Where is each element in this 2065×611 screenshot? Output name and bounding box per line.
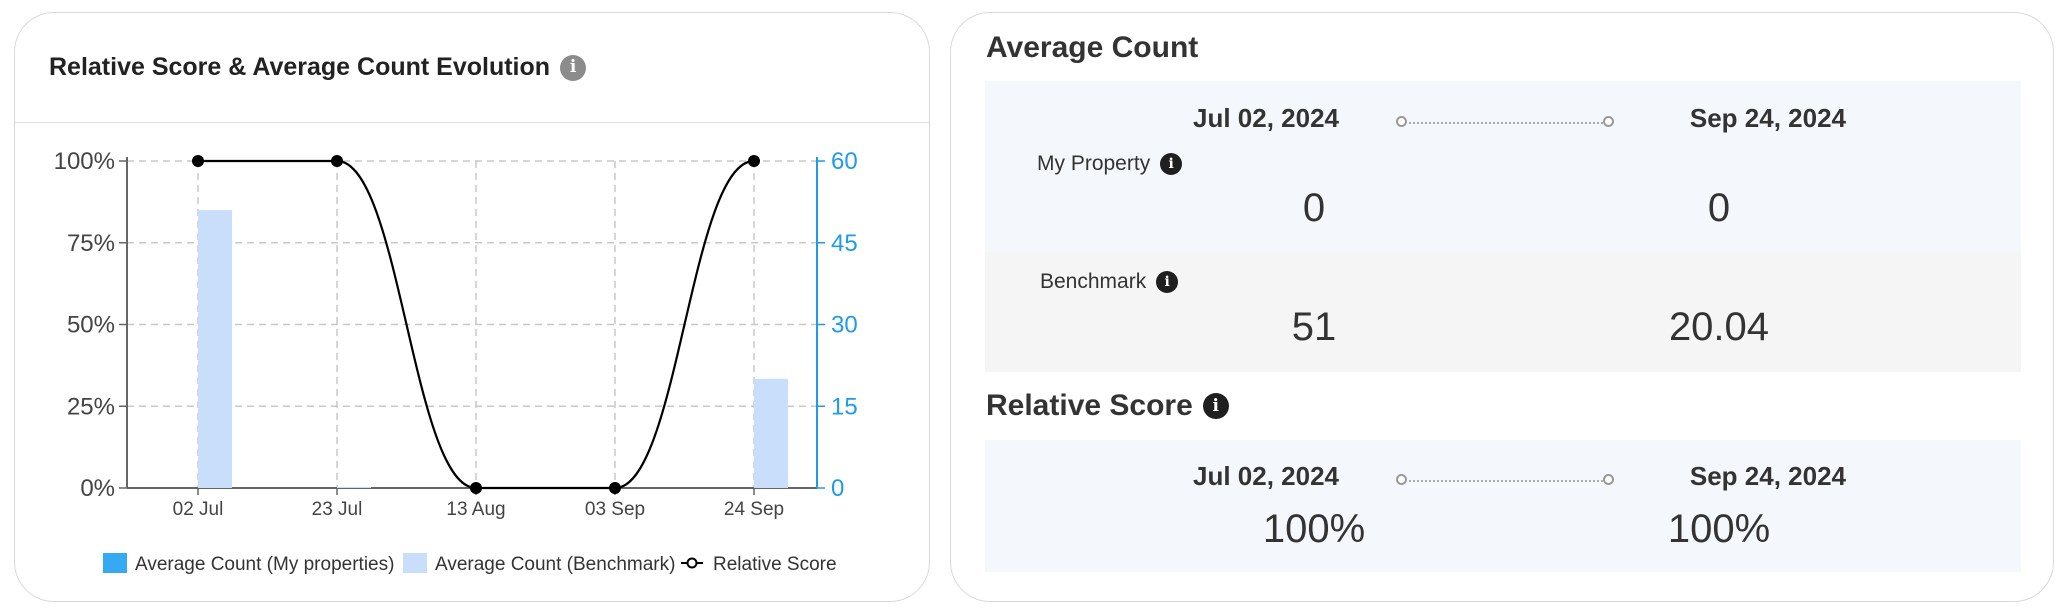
relative-score-point: [331, 155, 343, 167]
average-count-date-range: Jul 02, 2024 Sep 24, 2024: [985, 103, 2021, 139]
legend-swatch: [103, 553, 127, 573]
x-tick-label: 13 Aug: [446, 499, 505, 520]
relative-score-end-value: 100%: [1667, 507, 1771, 551]
relative-score-date-range: Jul 02, 2024 Sep 24, 2024: [985, 461, 2021, 497]
benchmark-start-value: 51: [1291, 305, 1337, 349]
legend-marker: [686, 557, 698, 569]
legend-swatch: [403, 553, 427, 573]
average-count-title: Average Count: [986, 31, 1198, 65]
y-right-tick-label: 45: [831, 230, 858, 257]
y-right-tick-label: 60: [831, 148, 858, 175]
relative-score-point: [609, 482, 621, 494]
relative-score-point: [748, 155, 760, 167]
y-left-tick-label: 0%: [80, 475, 115, 502]
info-icon[interactable]: i: [1156, 271, 1179, 293]
legend-label: Relative Score: [713, 554, 837, 575]
end-date-dot: [1603, 116, 1614, 127]
relative-score-point: [470, 482, 482, 494]
end-date: Sep 24, 2024: [1689, 461, 1846, 491]
evolution-card-header: Relative Score & Average Count Evolution…: [15, 13, 929, 123]
info-icon[interactable]: i: [1202, 393, 1229, 419]
my-property-label: My Property i: [1037, 152, 1183, 176]
y-left-tick-label: 75%: [67, 230, 115, 257]
evolution-chart: 0% 25% 50% 75% 100% 0 15 30 45 60 02 Jul 23 Jul 13 A…: [15, 124, 929, 601]
x-tick-label: 23 Jul: [312, 499, 363, 520]
legend-label: Average Count (Benchmark): [435, 554, 675, 575]
end-date: Sep 24, 2024: [1689, 103, 1846, 133]
benchmark-label-text: Benchmark: [1040, 270, 1147, 293]
x-tick-label: 03 Sep: [585, 499, 645, 520]
y-right-tick-label: 0: [831, 475, 844, 502]
evolution-card: Relative Score & Average Count Evolution…: [14, 12, 930, 602]
y-right-tick-label: 15: [831, 393, 858, 420]
x-tick-label: 24 Sep: [724, 499, 784, 520]
info-icon[interactable]: i: [1160, 153, 1183, 175]
summary-card: Average Count Jul 02, 2024 Sep 24, 2024 …: [950, 12, 2054, 602]
relative-score-point: [192, 155, 204, 167]
start-date: Jul 02, 2024: [1193, 103, 1339, 133]
start-date-dot: [1396, 116, 1407, 127]
legend-label: Average Count (My properties): [135, 554, 394, 575]
relative-score-start-value: 100%: [1262, 507, 1366, 551]
x-tick-label: 02 Jul: [173, 499, 224, 520]
my-property-start-value: 0: [1302, 186, 1326, 230]
bar-average-count-benchmark-: [754, 378, 788, 488]
bar-average-count-benchmark-: [337, 486, 371, 488]
average-count-title-text: Average Count: [986, 31, 1199, 64]
relative-score-title: Relative Score i: [986, 389, 1229, 423]
date-range-line: [1409, 122, 1603, 124]
bar-average-count-benchmark-: [198, 210, 232, 489]
average-count-my-property-panel: Jul 02, 2024 Sep 24, 2024 My Property i …: [985, 81, 2021, 252]
end-date-dot: [1603, 474, 1614, 485]
average-count-benchmark-panel: Benchmark i 51 20.04: [985, 252, 2021, 372]
relative-score-title-text: Relative Score: [986, 389, 1193, 422]
my-property-end-value: 0: [1707, 186, 1731, 230]
y-right-tick-label: 30: [831, 312, 858, 339]
y-left-tick-label: 25%: [67, 393, 115, 420]
date-range-line: [1409, 480, 1603, 482]
info-icon[interactable]: i: [560, 54, 587, 81]
evolution-card-title: Relative Score & Average Count Evolution: [49, 53, 551, 81]
my-property-label-text: My Property: [1037, 152, 1151, 175]
start-date-dot: [1396, 474, 1407, 485]
evolution-chart-svg: 0% 25% 50% 75% 100% 0 15 30 45 60 02 Jul 23 Jul 13 A…: [54, 148, 858, 575]
y-left-tick-label: 100%: [54, 148, 115, 175]
relative-score-panel: Jul 02, 2024 Sep 24, 2024 100% 100%: [985, 440, 2021, 572]
y-left-tick-label: 50%: [67, 312, 115, 339]
benchmark-label: Benchmark i: [1040, 270, 1179, 294]
benchmark-end-value: 20.04: [1668, 305, 1770, 349]
start-date: Jul 02, 2024: [1193, 461, 1339, 491]
